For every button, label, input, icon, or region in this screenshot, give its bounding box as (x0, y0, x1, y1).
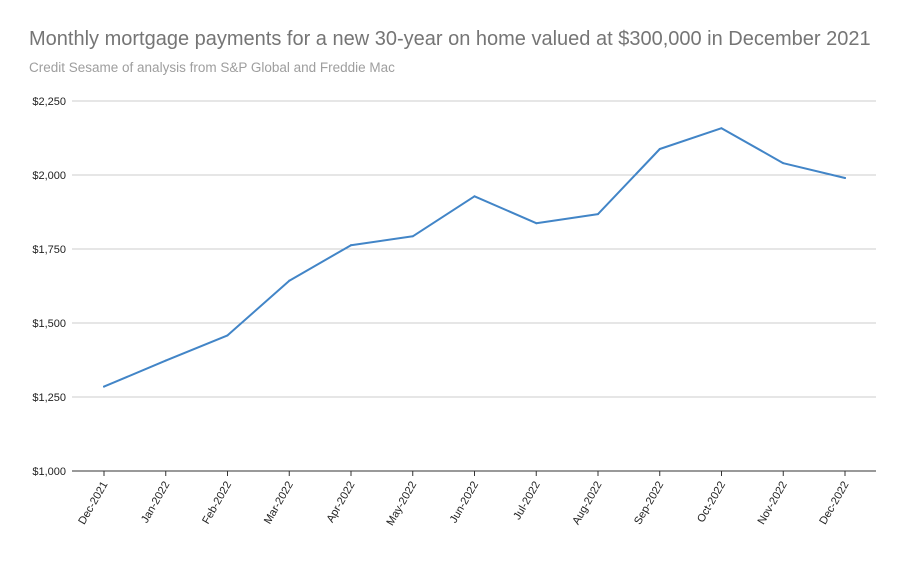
x-tick-label: Jan-2022 (139, 480, 172, 526)
x-tick-label: Feb-2022 (200, 480, 234, 527)
y-tick-label: $1,000 (32, 466, 66, 478)
series-layer (103, 127, 846, 388)
x-tick-label: Mar-2022 (262, 480, 296, 527)
y-tick-label: $1,750 (32, 244, 66, 256)
y-tick-label: $1,250 (32, 392, 66, 404)
data-point (164, 359, 167, 362)
x-tick-label: Aug-2022 (570, 480, 604, 527)
y-tick-label: $2,250 (32, 96, 66, 108)
data-point (844, 176, 846, 179)
chart-subtitle: Credit Sesame of analysis from S&P Globa… (29, 60, 395, 75)
data-point (350, 244, 352, 247)
x-tick-label: Jun-2022 (448, 480, 481, 526)
data-point (720, 127, 723, 130)
x-tick-label: Oct-2022 (695, 480, 728, 525)
y-tick-label: $1,500 (32, 318, 66, 330)
gridlines (72, 100, 876, 398)
data-point (597, 213, 599, 216)
x-tick-label: Dec-2022 (817, 480, 851, 527)
x-tick-label: Jul-2022 (511, 480, 542, 523)
x-tick-label: Sep-2022 (632, 480, 666, 527)
x-axis: Dec-2021 Jan-2022 Feb-2022 Mar-2022 Apr-2022… (72, 470, 876, 528)
series-line (103, 127, 846, 388)
data-point (782, 162, 785, 165)
data-point (473, 195, 476, 198)
y-axis: $1,000 $1,250 $1,500 $1,750 $2,000 $2,250 (32, 96, 66, 478)
chart-title: Monthly mortgage payments for a new 30-y… (29, 28, 871, 50)
x-tick-label: Apr-2022 (325, 480, 358, 525)
data-point (288, 279, 291, 282)
y-tick-label: $2,000 (32, 170, 66, 182)
data-point (226, 334, 229, 337)
x-tick-label: Nov-2022 (756, 480, 790, 527)
data-point (103, 385, 105, 388)
data-point (658, 147, 661, 150)
data-point (411, 235, 414, 238)
data-point (535, 222, 538, 225)
x-tick-label: Dec-2021 (76, 480, 110, 527)
x-tick-label: May-2022 (384, 480, 419, 528)
